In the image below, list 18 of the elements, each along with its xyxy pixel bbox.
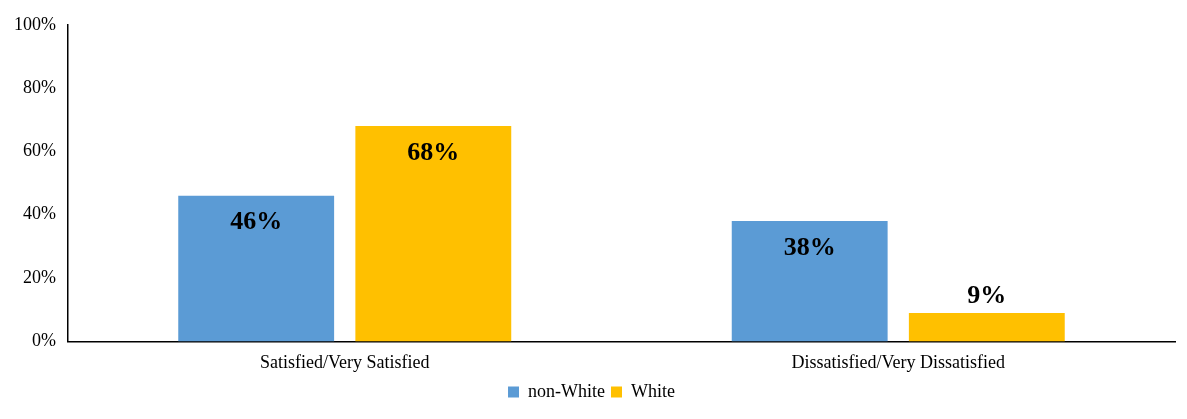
data-label: 68% (407, 136, 460, 166)
bar (178, 195, 335, 342)
x-tick-label: Dissatisfied/Very Dissatisfied (791, 351, 1005, 372)
y-tick-label: 0% (31, 330, 56, 351)
data-label: 38% (783, 231, 836, 261)
data-label: 46% (230, 206, 283, 236)
y-tick-label: 20% (22, 266, 56, 287)
bar (731, 221, 888, 342)
y-tick-label: 60% (22, 140, 56, 161)
legend-label: non-White (528, 380, 606, 401)
legend-label: White (631, 380, 675, 401)
y-tick-label: 100% (13, 13, 56, 34)
y-tick-label: 40% (22, 203, 56, 224)
x-tick-label: Satisfied/Very Satisfied (260, 351, 430, 372)
bar (355, 126, 512, 342)
y-tick-label: 80% (22, 76, 56, 97)
bar (908, 312, 1065, 342)
data-label: 9% (967, 279, 1007, 309)
